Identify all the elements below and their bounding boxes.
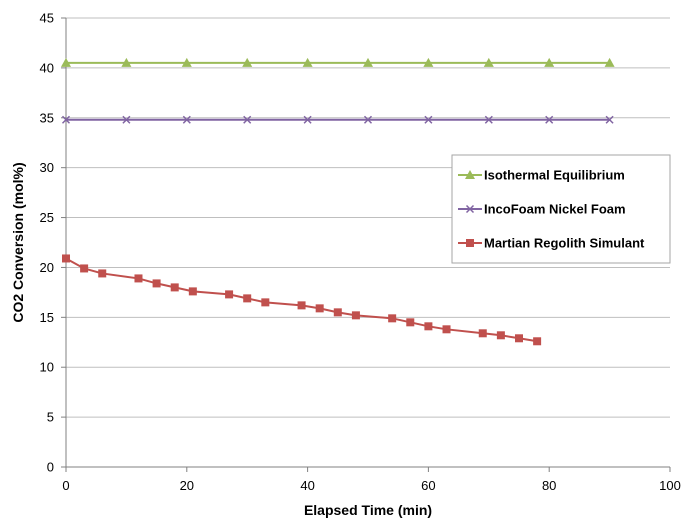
data-point [225,290,234,299]
axes [61,17,671,472]
data-point [297,301,306,310]
data-point [98,269,107,278]
legend-marker [465,204,475,214]
data-point [442,325,451,334]
data-point [478,329,487,338]
data-point [243,294,252,303]
x-marker-stroke [303,115,312,124]
data-point [303,115,312,124]
y-tick-label: 40 [40,60,54,75]
data-point [170,283,179,292]
legend-item: IncoFoam Nickel Foam [458,202,626,217]
data-point [515,334,523,343]
x-marker-stroke [424,115,433,124]
x-marker-stroke [545,115,554,124]
data-point [80,264,89,273]
x-tick-label: 100 [659,478,681,493]
data-point [533,337,542,346]
x-marker-stroke [61,115,71,124]
x-tick-label: 80 [542,478,556,493]
x-axis-label: Elapsed Time (min) [304,502,432,518]
data-point [121,57,132,67]
data-point [62,254,70,263]
y-tick-label: 5 [47,410,54,425]
data-point [423,57,434,67]
grid-lines [66,17,670,418]
x-marker-stroke [465,204,475,214]
series-line [65,257,538,343]
data-point [122,115,131,124]
data-point [333,308,342,317]
legend-marker [465,170,475,179]
data-point [605,115,614,124]
legend-box [451,154,671,264]
legend-marker [466,239,474,247]
y-tick-label: 20 [40,260,54,275]
series-layer [61,57,615,346]
legend-label: IncoFoam Nickel Foam [484,202,626,217]
y-tick-label: 10 [40,360,54,375]
data-point [363,57,373,67]
series-2 [62,254,542,346]
data-point [424,322,433,331]
data-point [363,115,373,124]
x-marker-stroke [363,115,373,124]
y-tick-label: 30 [40,160,54,175]
data-point [61,57,71,67]
x-marker-stroke [182,115,191,124]
data-point [424,115,433,124]
data-point [182,115,191,124]
series-1 [61,115,614,124]
data-point [315,304,324,313]
legend-label: Martian Regolith Simulant [484,236,645,251]
legend-item: Isothermal Equilibrium [458,168,625,183]
legend-label: Isothermal Equilibrium [484,168,625,183]
data-point [181,57,192,67]
data-point [604,57,615,67]
x-marker-stroke [243,115,252,124]
data-point [261,298,270,307]
x-marker-stroke [122,115,131,124]
x-marker-stroke [605,115,614,124]
data-point [302,57,313,67]
data-point [545,115,554,124]
data-point [496,331,505,340]
y-tick-label: 15 [40,310,54,325]
tick-labels: 0 5 10 15 20 25 30 35 40 45 0 20 40 60 80 100 [40,11,681,494]
legend-item: Martian Regolith Simulant [458,236,645,251]
x-tick-label: 20 [180,478,194,493]
x-tick-label: 60 [421,478,435,493]
data-point [242,57,253,67]
data-point [152,279,161,288]
data-point [134,274,143,283]
x-marker-stroke [484,115,493,124]
data-point [243,115,252,124]
y-axis-label: CO2 Conversion (mol%) [10,162,26,322]
legend: Isothermal Equilibrium IncoFoam Nickel Fo… [451,154,671,264]
data-point [188,287,197,296]
data-point [483,57,494,67]
data-point [406,318,415,327]
data-point [484,115,493,124]
data-point [61,115,71,124]
data-point [388,314,397,323]
y-tick-label: 35 [40,110,54,125]
y-tick-label: 25 [40,210,54,225]
x-tick-label: 0 [62,478,69,493]
data-point [544,57,555,67]
series-0 [61,57,615,67]
data-point [351,311,360,320]
y-tick-label: 0 [47,460,54,475]
y-tick-label: 45 [40,11,54,26]
x-tick-label: 40 [300,478,314,493]
